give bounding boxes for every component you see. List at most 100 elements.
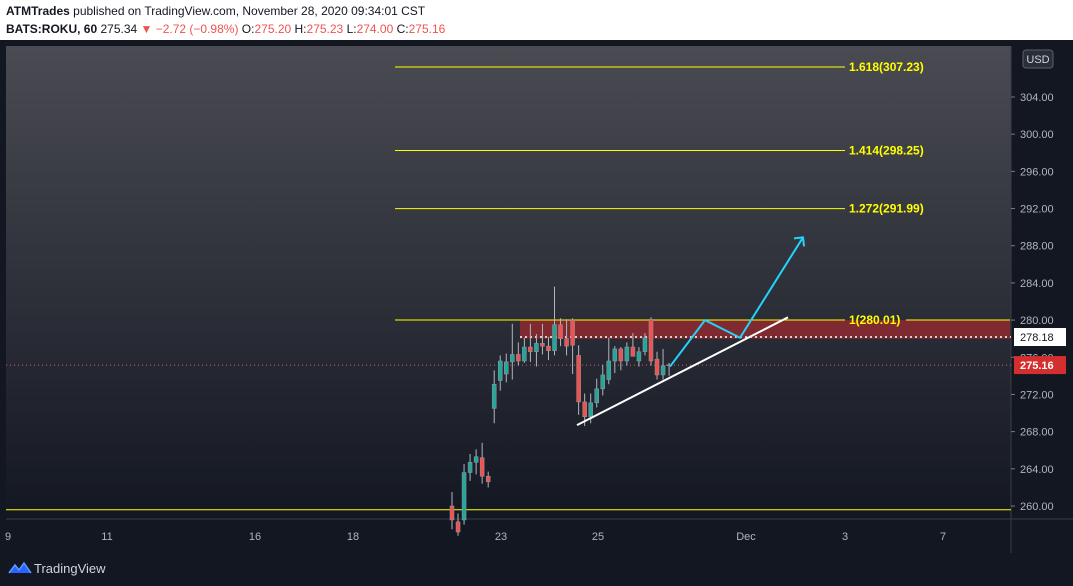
candle-body <box>528 346 533 352</box>
price-axis-label: 264.00 <box>1020 464 1054 476</box>
candle[interactable] <box>449 492 455 530</box>
candle-body <box>558 324 563 339</box>
level-badge-label: 278.18 <box>1020 332 1054 344</box>
footer-bar: TradingView <box>0 553 1073 586</box>
symbol-label: BATS:ROKU, 60 <box>6 22 98 36</box>
time-axis-label: 23 <box>495 531 507 543</box>
high-label: H: <box>294 22 307 36</box>
price-axis-label: 260.00 <box>1020 501 1054 513</box>
open-label: O: <box>241 22 255 36</box>
candle-body <box>540 343 545 347</box>
low-label: L: <box>346 22 357 36</box>
candle-body <box>576 355 581 403</box>
candle-body <box>588 402 593 418</box>
candle[interactable] <box>612 346 618 374</box>
time-axis-label: 16 <box>249 531 261 543</box>
fib-level-label: 1.272(291.99) <box>849 202 924 216</box>
fib-level-label: 1(280.01) <box>849 313 900 327</box>
candle[interactable] <box>642 333 648 356</box>
candle[interactable] <box>648 317 654 366</box>
candle-body <box>455 521 461 533</box>
candle[interactable] <box>534 334 539 367</box>
candle[interactable] <box>479 442 485 484</box>
time-axis-label: 18 <box>347 531 359 543</box>
price-axis-label: 280.00 <box>1020 315 1054 327</box>
candle-body <box>594 388 599 404</box>
candle[interactable] <box>485 471 491 488</box>
candle-body <box>624 346 630 362</box>
candle[interactable] <box>624 342 630 366</box>
price-axis-label: 272.00 <box>1020 389 1054 401</box>
chart-header: ATMTrades published on TradingView.com, … <box>0 0 1073 40</box>
candle-body <box>552 324 557 352</box>
candle-body <box>612 348 618 362</box>
time-axis-label: 3 <box>842 531 848 543</box>
candle-body <box>485 476 491 483</box>
candle-body <box>510 354 515 363</box>
candle[interactable] <box>600 364 605 396</box>
candle[interactable] <box>528 323 533 362</box>
candle[interactable] <box>570 318 575 375</box>
candle[interactable] <box>497 355 503 391</box>
price-axis-label: 292.00 <box>1020 204 1054 216</box>
candle[interactable] <box>558 318 563 347</box>
candle[interactable] <box>516 342 521 366</box>
price-axis-label: 268.00 <box>1020 427 1054 439</box>
time-axis-label: 11 <box>101 531 112 543</box>
tradingview-logo-icon[interactable] <box>8 559 32 579</box>
close-value: 275.16 <box>408 22 446 36</box>
projection-arrowhead <box>793 236 805 247</box>
candle[interactable] <box>594 378 599 408</box>
fib-level-label: 1.414(298.25) <box>849 143 924 157</box>
projection-path[interactable] <box>669 236 804 368</box>
candle[interactable] <box>606 337 612 385</box>
candle[interactable] <box>510 323 515 380</box>
currency-badge[interactable]: USD <box>1022 49 1054 69</box>
price-change: ▼ −2.72 (−0.98%) <box>140 22 239 36</box>
candle-body <box>473 456 479 463</box>
candle[interactable] <box>630 333 636 357</box>
candle[interactable] <box>467 453 473 481</box>
currency-badge-box <box>1022 49 1054 69</box>
author-name[interactable]: ATMTrades <box>6 4 70 18</box>
candle[interactable] <box>504 353 509 383</box>
candle-body <box>600 374 605 390</box>
price-axis-label: 300.00 <box>1020 129 1054 141</box>
time-axis-label: Dec <box>736 531 756 543</box>
candle[interactable] <box>660 348 666 380</box>
candle-body <box>534 343 539 352</box>
currency-label: USD <box>1026 54 1049 66</box>
rising-trendline[interactable] <box>576 316 789 427</box>
candle[interactable] <box>618 347 624 371</box>
candle-body <box>648 318 654 362</box>
candle-body <box>642 337 648 352</box>
candle-body <box>479 457 485 477</box>
candle[interactable] <box>540 323 545 355</box>
candle[interactable] <box>473 449 479 475</box>
candle-body <box>461 472 467 521</box>
candle[interactable] <box>564 319 569 356</box>
candle[interactable] <box>491 370 497 424</box>
plot-area[interactable] <box>6 46 1011 519</box>
candle[interactable] <box>455 513 461 536</box>
time-axis-label: 9 <box>5 531 11 543</box>
candle[interactable] <box>522 337 527 363</box>
low-value: 274.00 <box>356 22 394 36</box>
candle-body <box>564 338 569 347</box>
last-price-badge-label: 275.16 <box>1020 360 1054 372</box>
candle[interactable] <box>546 336 551 361</box>
published-text: published on TradingView.com, November 2… <box>73 4 426 18</box>
price-axis-label: 284.00 <box>1020 278 1054 290</box>
price-chart[interactable]: 1.618(307.23) 1.414(298.25) 1.272(291.99) 1… <box>0 40 1073 553</box>
last-price-badge <box>1014 356 1066 375</box>
candle[interactable] <box>576 345 581 415</box>
candle[interactable] <box>654 351 660 380</box>
publish-line: ATMTrades published on TradingView.com, … <box>6 4 425 18</box>
candle[interactable] <box>552 286 557 356</box>
tradingview-brand[interactable]: TradingView <box>34 561 106 576</box>
fib-level-label: 1.618(307.23) <box>849 60 924 74</box>
candle[interactable] <box>461 464 467 525</box>
candle[interactable] <box>636 347 642 367</box>
price-axis-label: 288.00 <box>1020 241 1054 253</box>
candle-body <box>582 401 587 418</box>
